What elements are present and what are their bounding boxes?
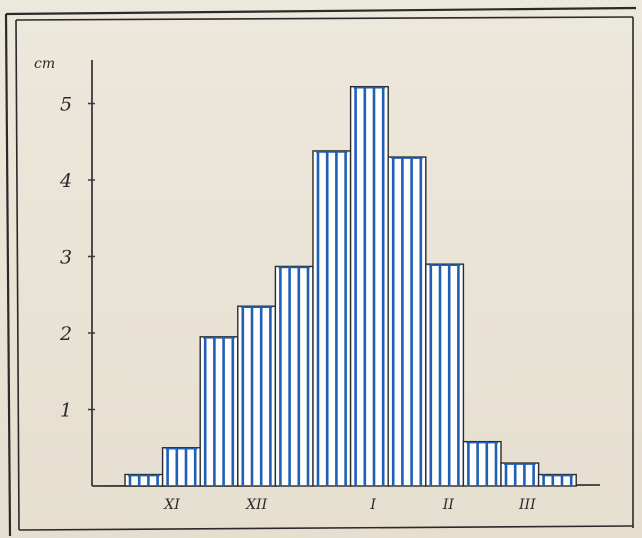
y-tick-label: 2 [59, 323, 72, 345]
y-ticks: 1 2 3 4 5 [59, 94, 95, 422]
bars [125, 87, 576, 486]
bar [388, 157, 426, 486]
x-tick-label: II [442, 497, 455, 513]
bar [238, 306, 276, 486]
y-tick-label: 4 [59, 170, 72, 192]
bar [200, 337, 238, 486]
frame-left-inner [16, 20, 19, 530]
frame-bottom-inner [19, 526, 633, 530]
bar [275, 266, 313, 486]
x-tick-label: XI [163, 497, 180, 513]
bar [125, 475, 163, 486]
y-tick-label: 1 [60, 400, 72, 422]
bar [539, 475, 577, 486]
bar [501, 463, 539, 486]
y-tick-label: 3 [60, 247, 72, 269]
x-tick-label: III [518, 497, 536, 513]
y-unit-label: cm [34, 56, 55, 72]
bar [163, 448, 201, 486]
frame-left-outer [6, 14, 10, 536]
x-ticks: XI XII I II III [163, 497, 536, 513]
bar [463, 442, 501, 486]
bar [351, 87, 389, 486]
y-tick-label: 5 [60, 94, 72, 116]
frame-top-inner [16, 17, 633, 20]
frame-top-outer [6, 8, 636, 14]
bar [313, 151, 351, 486]
x-tick-label: XII [245, 497, 267, 513]
x-tick-label: I [369, 497, 376, 513]
bar [426, 264, 464, 486]
